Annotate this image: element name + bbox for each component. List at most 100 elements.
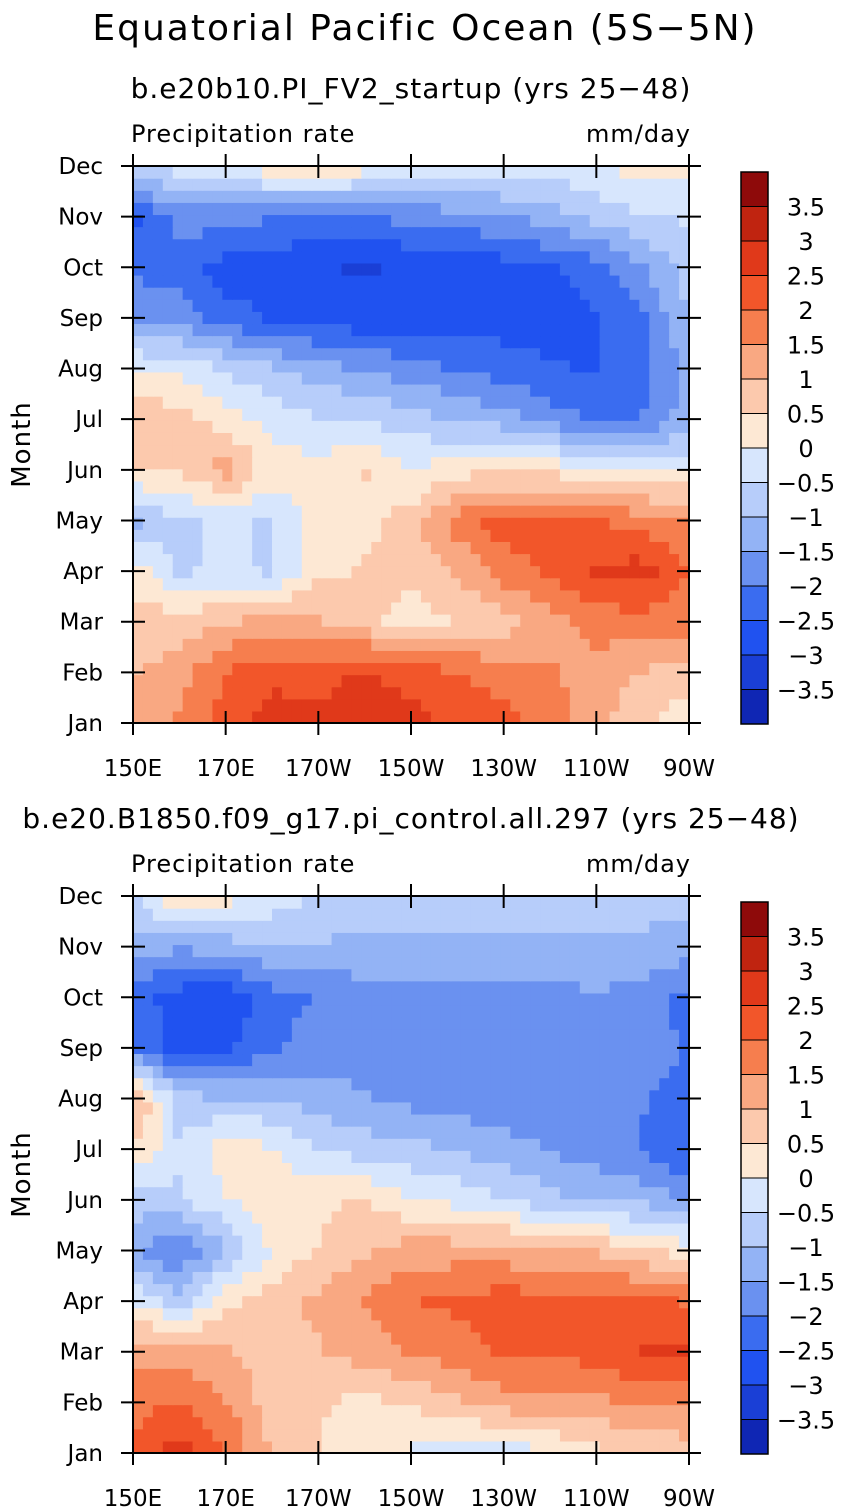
heatmap-cell: [162, 1150, 174, 1163]
heatmap-cell: [172, 262, 184, 276]
heatmap-cell: [480, 1198, 492, 1212]
heatmap-cell: [291, 299, 303, 312]
heatmap-cell: [440, 992, 452, 1006]
heatmap-cell: [162, 980, 174, 994]
heatmap-cell: [301, 1017, 313, 1030]
heatmap-cell: [619, 299, 631, 312]
heatmap-cell: [669, 1198, 680, 1212]
heatmap-cell: [252, 1089, 263, 1103]
heatmap-cell: [540, 1344, 551, 1357]
heatmap-cell: [341, 1222, 353, 1236]
heatmap-cell: [490, 444, 501, 458]
heatmap-cell: [669, 347, 680, 361]
heatmap-cell: [609, 250, 621, 264]
heatmap-cell: [530, 577, 541, 591]
heatmap-cell: [232, 626, 243, 639]
heatmap-cell: [589, 1150, 601, 1163]
heatmap-cell: [450, 565, 462, 579]
heatmap-cell: [460, 456, 472, 470]
heatmap-cell: [381, 1150, 392, 1163]
heatmap-cell: [520, 1235, 531, 1248]
heatmap-cell: [540, 1235, 551, 1248]
heatmap-cell: [649, 1089, 660, 1103]
heatmap-cell: [391, 371, 402, 385]
heatmap-cell: [579, 468, 591, 482]
heatmap-cell: [242, 323, 253, 337]
heatmap-cell: [152, 1126, 164, 1139]
heatmap-cell: [192, 347, 204, 361]
heatmap-cell: [430, 480, 442, 494]
heatmap-cell: [281, 1368, 293, 1381]
heatmap-cell: [172, 1247, 184, 1260]
heatmap-cell: [460, 287, 472, 300]
heatmap-cell: [142, 178, 154, 191]
heatmap-cell: [142, 626, 154, 639]
heatmap-cell: [480, 1307, 492, 1321]
heatmap-cell: [550, 662, 561, 676]
heatmap-cell: [659, 1259, 670, 1272]
heatmap-cell: [540, 1198, 551, 1212]
heatmap-cell: [659, 371, 670, 385]
heatmap-cell: [331, 1392, 343, 1406]
heatmap-cell: [440, 1307, 452, 1321]
heatmap-cell: [242, 444, 253, 458]
heatmap-cell: [142, 299, 154, 312]
heatmap-cell: [639, 456, 650, 470]
heatmap-cell: [669, 1222, 680, 1236]
heatmap-cell: [142, 238, 154, 252]
heatmap-cell: [252, 1331, 263, 1345]
heatmap-cell: [172, 178, 184, 191]
heatmap-cell: [619, 541, 631, 555]
x-tick-label: 170E: [196, 756, 254, 782]
heatmap-cell: [301, 226, 313, 240]
heatmap-cell: [301, 323, 313, 337]
heatmap-cell: [500, 698, 511, 712]
heatmap-cell: [252, 371, 263, 385]
heatmap-cell: [669, 1404, 680, 1418]
heatmap-cell: [679, 166, 690, 179]
heatmap-cell: [242, 1259, 253, 1272]
heatmap-cell: [490, 1138, 501, 1151]
heatmap-cell: [321, 1247, 333, 1260]
heatmap-cell: [579, 1307, 591, 1321]
heatmap-cell: [391, 1089, 402, 1103]
heatmap-cell: [669, 456, 680, 470]
heatmap-cell: [480, 335, 492, 349]
heatmap-cell: [232, 238, 243, 252]
heatmap-cell: [341, 1416, 353, 1430]
heatmap-cell: [242, 992, 253, 1006]
heatmap-cell: [669, 299, 680, 312]
heatmap-cell: [500, 1235, 511, 1248]
heatmap-cell: [252, 1101, 263, 1115]
heatmap-cell: [550, 589, 561, 603]
heatmap-cell: [490, 517, 501, 530]
heatmap-cell: [182, 1126, 194, 1139]
heatmap-cell: [669, 1174, 680, 1188]
heatmap-cell: [659, 638, 670, 651]
heatmap-cell: [162, 1174, 174, 1188]
heatmap-cell: [490, 992, 501, 1006]
heatmap-cell: [530, 299, 541, 312]
heatmap-cell: [381, 614, 392, 627]
heatmap-cell: [291, 1368, 303, 1381]
heatmap-cell: [430, 396, 442, 409]
heatmap-cell: [500, 1247, 511, 1260]
heatmap-cell: [540, 1113, 551, 1127]
heatmap-cell: [510, 444, 521, 458]
heatmap-cell: [609, 1029, 621, 1042]
heatmap-cell: [500, 347, 511, 361]
heatmap-cell: [321, 408, 333, 421]
heatmap-cell: [639, 492, 650, 506]
heatmap-cell: [361, 274, 372, 288]
heatmap-cell: [262, 1392, 273, 1406]
heatmap-cell: [311, 1416, 323, 1430]
heatmap-cell: [202, 262, 214, 276]
heatmap-cell: [162, 1041, 174, 1055]
heatmap-cell: [172, 1113, 184, 1127]
heatmap-cell: [460, 371, 472, 385]
heatmap-cell: [202, 601, 214, 615]
heatmap-cell: [500, 1380, 511, 1394]
heatmap-cell: [192, 968, 204, 982]
heatmap-cell: [142, 420, 154, 433]
heatmap-cell: [619, 226, 631, 240]
